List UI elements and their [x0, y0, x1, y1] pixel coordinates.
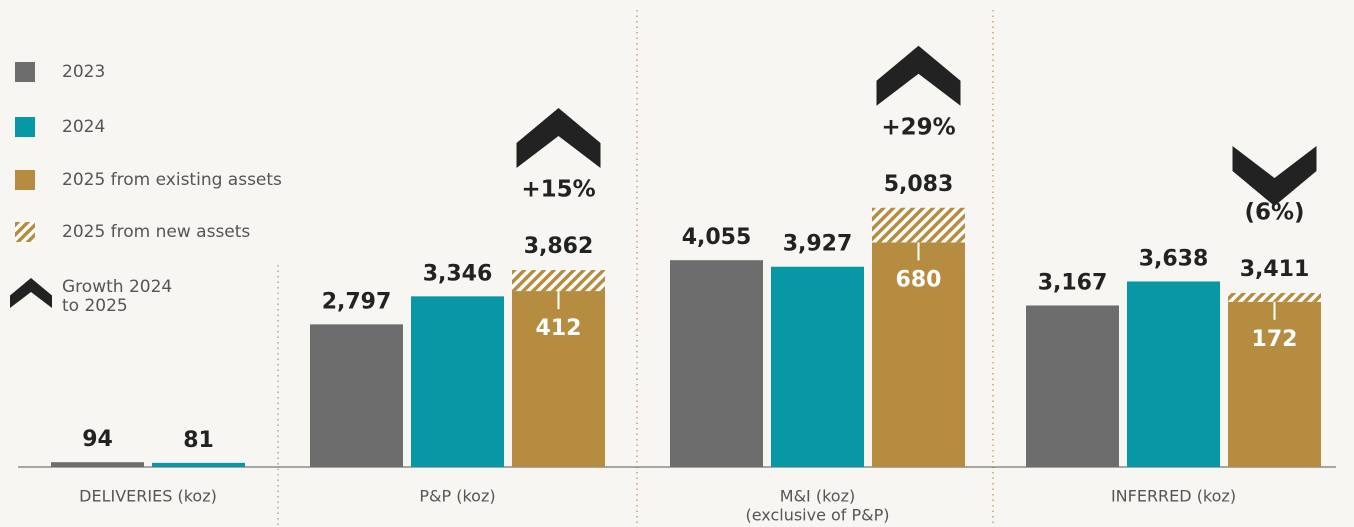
value-label: 3,346 — [423, 261, 493, 286]
bar-existing — [512, 291, 605, 467]
growth-label: +29% — [881, 114, 955, 140]
bar — [310, 324, 403, 467]
category-label: INFERRED (koz) — [1111, 487, 1236, 506]
bar — [411, 296, 504, 467]
growth-label: +15% — [521, 177, 595, 203]
legend-growth-icon — [10, 278, 52, 308]
category-label: DELIVERIES (koz) — [79, 487, 217, 506]
bar-new — [872, 207, 965, 243]
value-label: 3,167 — [1038, 270, 1108, 295]
value-label: 81 — [183, 428, 214, 453]
legend-label: 2024 — [62, 117, 105, 137]
legend-swatch — [15, 62, 35, 82]
legend-label: 2025 from new assets — [62, 222, 250, 242]
bar-new — [1228, 293, 1321, 302]
new-value-label: 172 — [1252, 327, 1298, 352]
bar — [1026, 305, 1119, 467]
legend-label: 2023 — [62, 62, 105, 82]
bar — [670, 260, 763, 467]
growth-up-arrow — [876, 45, 961, 106]
total-label: 5,083 — [884, 172, 954, 197]
bar — [1127, 281, 1220, 467]
new-value-label: 680 — [896, 267, 942, 292]
category-label: P&P (koz) — [419, 487, 495, 506]
bar — [51, 462, 144, 467]
value-label: 94 — [82, 427, 113, 452]
total-label: 3,862 — [524, 234, 594, 259]
category-note: (exclusive of P&P) — [745, 506, 889, 525]
bar-existing — [1228, 301, 1321, 467]
new-value-label: 412 — [536, 316, 582, 341]
legend-swatch — [15, 117, 35, 137]
bar-existing — [872, 242, 965, 467]
legend-label: to 2025 — [62, 296, 128, 316]
category-label: M&I (koz) — [780, 487, 855, 506]
value-label: 4,055 — [682, 225, 752, 250]
value-label: 3,638 — [1139, 246, 1209, 271]
legend-label: Growth 2024 — [62, 277, 172, 297]
growth-up-arrow — [516, 108, 601, 169]
legend-swatch — [15, 222, 35, 242]
legend-swatch — [15, 170, 35, 190]
bar-new — [512, 270, 605, 292]
total-label: 3,411 — [1240, 257, 1310, 282]
bar — [152, 462, 245, 467]
value-label: 2,797 — [322, 289, 392, 314]
legend-label: 2025 from existing assets — [62, 170, 282, 190]
growth-down-arrow — [1232, 146, 1317, 207]
value-label: 3,927 — [783, 232, 853, 257]
bar — [771, 266, 864, 467]
